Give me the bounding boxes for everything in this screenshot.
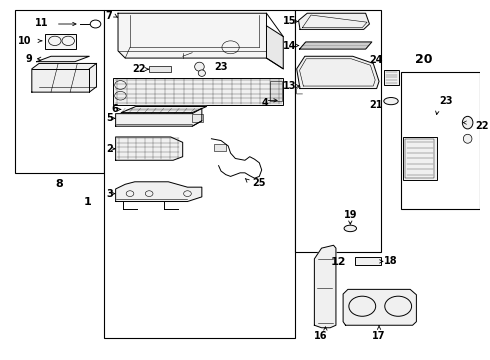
Text: 20: 20	[415, 53, 433, 66]
Ellipse shape	[464, 134, 472, 143]
Ellipse shape	[195, 62, 204, 71]
Text: 13: 13	[283, 81, 296, 91]
Ellipse shape	[344, 225, 357, 231]
Polygon shape	[122, 107, 207, 113]
Bar	[384, 70, 399, 85]
Bar	[149, 66, 171, 72]
Polygon shape	[116, 137, 183, 160]
Text: 9: 9	[25, 54, 32, 64]
Text: 23: 23	[439, 96, 452, 106]
Polygon shape	[299, 42, 372, 49]
Text: 22: 22	[132, 64, 146, 74]
Bar	[192, 114, 203, 122]
Text: 5: 5	[106, 113, 113, 123]
FancyBboxPatch shape	[45, 35, 76, 49]
Text: 4: 4	[261, 98, 268, 108]
Text: 6: 6	[112, 104, 119, 114]
Text: 11: 11	[35, 18, 49, 28]
Text: 16: 16	[314, 331, 327, 341]
Text: 10: 10	[18, 36, 32, 46]
Bar	[403, 137, 437, 180]
Bar	[355, 257, 381, 265]
Bar	[104, 10, 295, 338]
Text: 8: 8	[55, 179, 63, 189]
Polygon shape	[116, 182, 202, 202]
Bar	[113, 78, 283, 105]
Text: 14: 14	[283, 41, 296, 50]
Bar	[15, 10, 104, 173]
Text: 18: 18	[384, 256, 397, 266]
Text: 1: 1	[84, 197, 92, 207]
Bar	[401, 72, 480, 209]
Polygon shape	[343, 289, 416, 325]
Text: 19: 19	[343, 210, 357, 220]
Text: 3: 3	[106, 189, 113, 199]
Polygon shape	[116, 108, 202, 126]
Polygon shape	[298, 13, 369, 30]
Text: 7: 7	[105, 11, 112, 21]
Text: 15: 15	[283, 17, 296, 27]
Polygon shape	[267, 26, 283, 69]
Bar	[214, 144, 226, 151]
Polygon shape	[118, 13, 267, 58]
Ellipse shape	[198, 70, 205, 76]
Text: 17: 17	[372, 331, 386, 341]
Polygon shape	[296, 56, 379, 89]
Bar	[295, 10, 381, 252]
Text: 2: 2	[106, 144, 113, 154]
Text: 12: 12	[331, 257, 346, 267]
Text: 21: 21	[369, 100, 382, 110]
Bar	[405, 139, 434, 178]
Text: 22: 22	[475, 121, 489, 131]
Bar	[270, 81, 282, 101]
Text: 25: 25	[252, 177, 266, 188]
Polygon shape	[37, 56, 89, 62]
Polygon shape	[32, 63, 97, 92]
Text: 23: 23	[214, 62, 227, 72]
Ellipse shape	[384, 98, 398, 105]
Polygon shape	[315, 245, 336, 328]
Ellipse shape	[463, 116, 473, 129]
Text: 24: 24	[369, 55, 382, 65]
